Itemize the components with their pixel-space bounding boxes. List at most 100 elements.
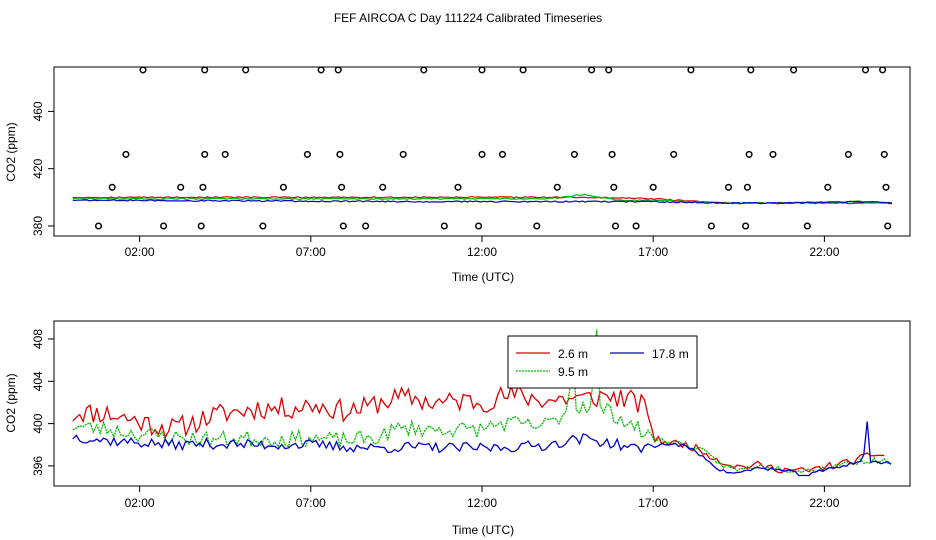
calibration-marker: [743, 183, 751, 191]
top-x-tick-label: 17:00: [638, 245, 668, 259]
calibration-marker: [339, 222, 347, 230]
bottom-series: [72, 329, 892, 477]
calibration-marker: [338, 183, 346, 191]
series-line-17-8-m: [72, 421, 892, 477]
calibration-marker: [108, 183, 116, 191]
calibration-marker: [317, 66, 325, 74]
bottom-x-tick-label: 07:00: [296, 496, 326, 510]
bottom-y-tick-label: 396: [31, 456, 45, 476]
legend-label-2-6m: 2.6 m: [558, 347, 588, 361]
calibration-marker: [707, 222, 715, 230]
legend-label-17-8m: 17.8 m: [652, 347, 689, 361]
top-y-axis: 380 420 460: [31, 101, 54, 236]
bottom-y-tick-label: 404: [31, 371, 45, 391]
calibration-marker: [94, 222, 103, 230]
calibration-marker: [649, 183, 657, 191]
calibration-marker: [880, 150, 888, 158]
bottom-plot-frame: [53, 320, 911, 487]
top-x-tick-label: 12:00: [467, 245, 497, 259]
calibration-marker: [399, 150, 407, 158]
calibration-marker: [884, 222, 892, 230]
bottom-x-tick-label: 02:00: [125, 496, 155, 510]
calibration-marker: [742, 222, 750, 230]
calibration-marker: [454, 183, 462, 191]
calibration-marker: [336, 150, 344, 158]
calibration-marker: [279, 183, 287, 191]
calibration-marker: [632, 222, 640, 230]
calibration-marker: [242, 66, 250, 74]
calibration-marker: [611, 222, 620, 230]
top-series: [72, 193, 893, 205]
top-x-tick-label: 22:00: [809, 245, 839, 259]
calibration-marker: [745, 150, 753, 158]
calibration-marker: [199, 183, 207, 191]
calibration-marker: [605, 66, 613, 74]
top-series-line-1: [72, 193, 893, 205]
calibration-marker: [362, 222, 370, 230]
series-line-9-5-m: [72, 329, 892, 474]
calibration-marker: [221, 150, 229, 158]
bottom-x-tick-label: 12:00: [467, 496, 497, 510]
calibration-marker: [533, 222, 541, 230]
calibration-marker: [879, 66, 887, 74]
calibration-marker: [790, 66, 798, 74]
calibration-marker: [177, 183, 185, 191]
top-x-axis-label: Time (UTC): [452, 270, 514, 284]
calibration-marker: [861, 66, 870, 74]
calibration-marker: [475, 222, 483, 230]
top-markers: [94, 66, 892, 230]
top-panel: 02:00 07:00 12:00 17:00 22:00 380 420 460 Time…: [4, 66, 911, 284]
top-y-axis-label: CO2 (ppm): [4, 122, 18, 181]
top-x-axis: 02:00 07:00 12:00 17:00 22:00: [125, 236, 840, 259]
calibration-marker: [122, 150, 130, 158]
calibration-marker: [610, 183, 618, 191]
calibration-marker: [478, 66, 486, 74]
calibration-marker: [334, 66, 342, 74]
calibration-marker: [803, 222, 811, 230]
bottom-x-axis: 02:00 07:00 12:00 17:00 22:00: [125, 486, 840, 510]
calibration-marker: [201, 66, 209, 74]
calibration-marker: [724, 183, 733, 191]
calibration-marker: [478, 150, 486, 158]
figure-title: FEF AIRCOA C Day 111224 Calibrated Times…: [334, 11, 602, 25]
calibration-marker: [303, 150, 311, 158]
top-y-tick-label: 420: [31, 158, 45, 178]
calibration-marker: [160, 222, 168, 230]
calibration-marker: [201, 150, 209, 158]
top-y-tick-label: 460: [31, 101, 45, 121]
calibration-marker: [553, 183, 561, 191]
calibration-marker: [588, 66, 596, 74]
top-series-line-2: [72, 199, 893, 205]
bottom-x-axis-label: Time (UTC): [452, 523, 514, 537]
calibration-marker: [259, 222, 267, 230]
legend-label-9-5m: 9.5 m: [558, 365, 588, 379]
bottom-x-tick-label: 17:00: [638, 496, 668, 510]
bottom-panel: 02:00 07:00 12:00 17:00 22:00 396 400 404 408 T…: [4, 320, 911, 537]
calibration-marker: [379, 183, 387, 191]
calibration-marker: [687, 66, 695, 74]
calibration-marker: [882, 183, 890, 191]
calibration-marker: [570, 150, 578, 158]
calibration-marker: [197, 222, 205, 230]
calibration-marker: [747, 66, 755, 74]
calibration-marker: [139, 66, 147, 74]
bottom-x-tick-label: 22:00: [809, 496, 839, 510]
top-x-tick-label: 07:00: [296, 245, 326, 259]
bottom-y-axis: 396 400 404 408: [31, 329, 54, 476]
calibration-marker: [498, 150, 507, 158]
calibration-marker: [608, 150, 616, 158]
calibration-marker: [844, 150, 852, 158]
calibration-marker: [824, 183, 832, 191]
calibration-marker: [769, 150, 777, 158]
legend-box: [507, 335, 698, 389]
legend: 2.6 m 17.8 m 9.5 m: [507, 335, 698, 389]
bottom-y-axis-label: CO2 (ppm): [4, 373, 18, 432]
calibration-marker: [670, 150, 678, 158]
top-x-tick-label: 02:00: [125, 245, 155, 259]
top-y-tick-label: 380: [31, 216, 45, 236]
bottom-y-tick-label: 408: [31, 329, 45, 349]
calibration-marker: [440, 222, 448, 230]
bottom-y-tick-label: 400: [31, 413, 45, 433]
calibration-marker: [519, 66, 527, 74]
